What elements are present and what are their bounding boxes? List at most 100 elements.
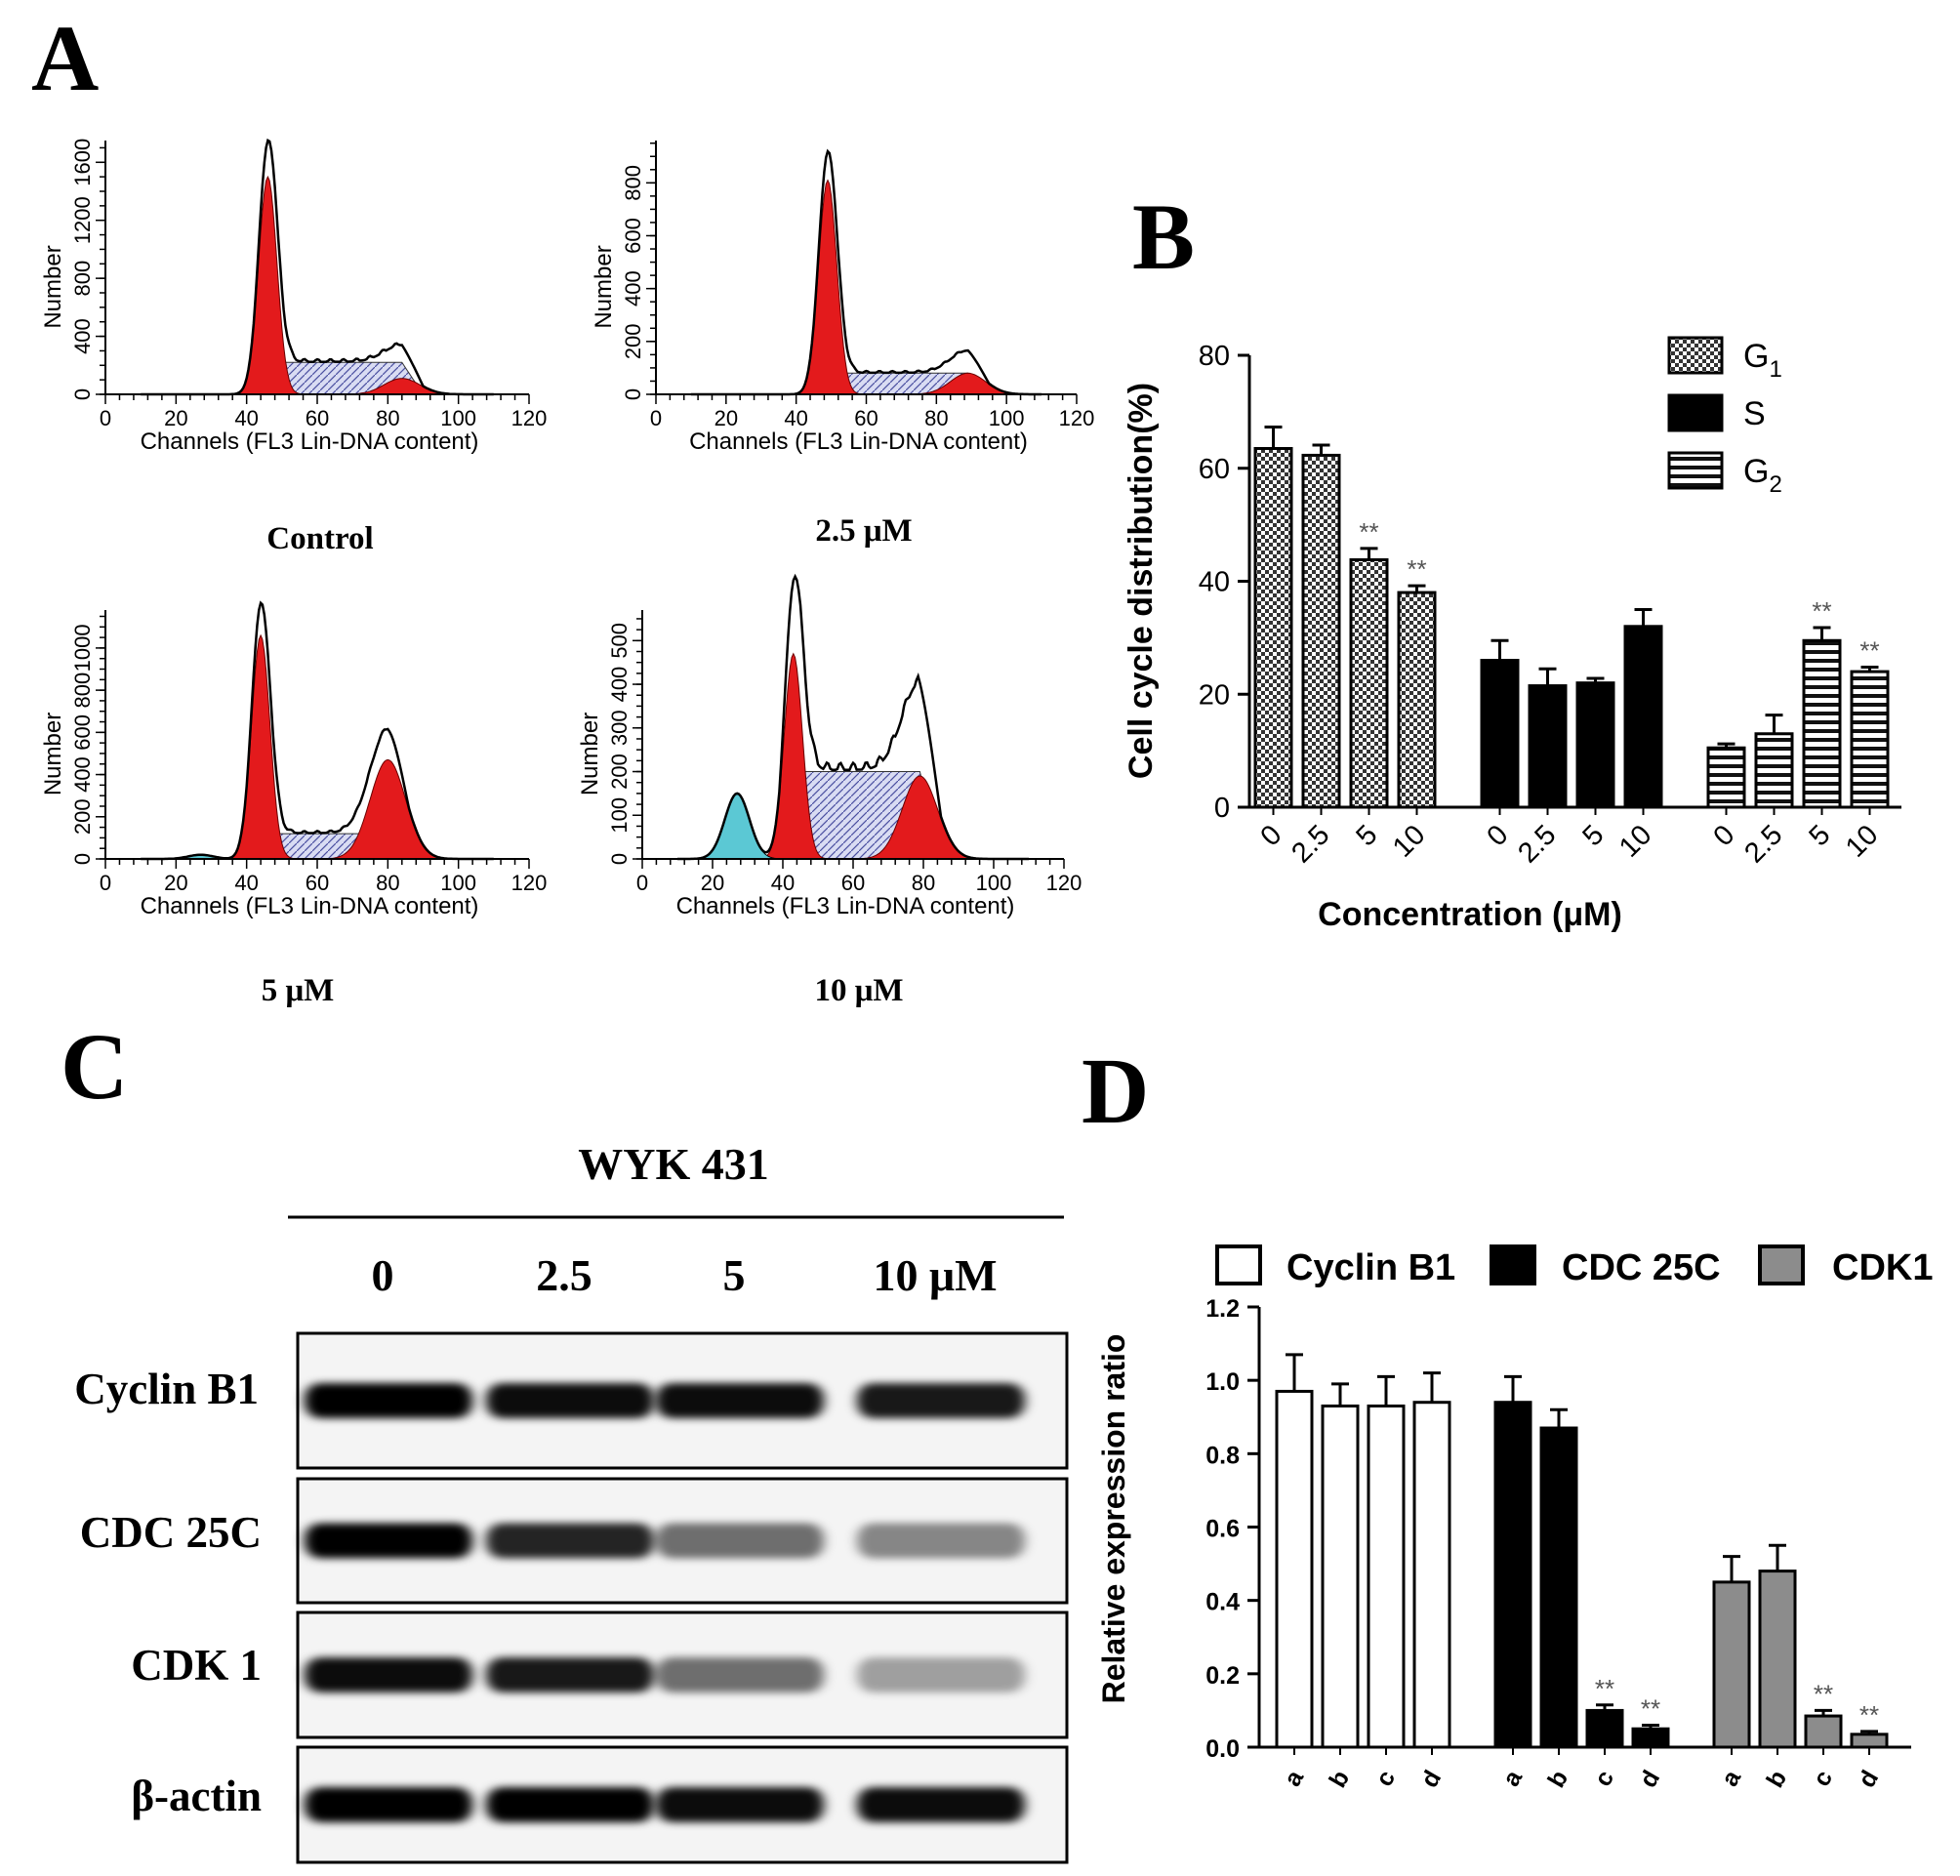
- chart-bar: [1528, 684, 1568, 809]
- chart-bar: [1493, 1401, 1532, 1749]
- chart-x-tick-label: a: [1716, 1765, 1747, 1791]
- chart-x-tick-label: 5: [1803, 819, 1836, 852]
- chart-y-tick-label: 1.2: [1205, 1295, 1240, 1323]
- histogram-y-tick-label: 400: [70, 318, 95, 354]
- blot-lane-label: 10 μM: [874, 1250, 998, 1300]
- panel-letter-a: A: [31, 6, 99, 110]
- chart-significance-mark: **: [1407, 554, 1426, 584]
- chart-x-tick-label: 10: [1840, 819, 1884, 863]
- chart-bar: [1575, 681, 1615, 809]
- chart-b-x-label: Concentration (μM): [1318, 896, 1622, 933]
- blot-band: [305, 1523, 472, 1559]
- histogram-y-tick-label: 600: [70, 714, 95, 751]
- chart-x-tick-label: 10: [1387, 819, 1431, 863]
- histogram-x-tick-label: 100: [989, 406, 1025, 430]
- chart-bar: [1412, 1401, 1451, 1749]
- chart-y-tick-label: 1.0: [1205, 1368, 1240, 1396]
- chart-significance-mark: **: [1814, 1679, 1833, 1708]
- blot-lane-label: 5: [723, 1250, 746, 1300]
- chart-y-tick-label: 0.0: [1205, 1735, 1240, 1763]
- histogram-title-control: Control: [266, 521, 373, 556]
- histogram-total-curve: [141, 138, 494, 396]
- histogram-y-tick-label: 100: [607, 797, 632, 834]
- blot-band: [656, 1383, 824, 1418]
- legend-g1-swatch: [1667, 336, 1724, 375]
- chart-y-tick-label: 0: [1214, 793, 1230, 824]
- histogram-y-tick-label: 800: [70, 261, 95, 297]
- blot-band: [486, 1383, 654, 1418]
- histogram-10-um: 0 20 40 60 80 100 120 0 100 200 300 400 500 Channels …: [577, 573, 1082, 919]
- histogram-x-tick-label: 20: [701, 871, 724, 895]
- legend-g1-text: G: [1743, 338, 1769, 375]
- blot-band: [305, 1383, 472, 1418]
- histogram-x-tick-label: 60: [841, 871, 865, 895]
- histogram-y-tick-label: 500: [607, 623, 632, 659]
- legend-g2-label: G2: [1743, 453, 1782, 498]
- histogram-s-phase: [141, 361, 494, 395]
- expression-bar-chart: 0.00.20.40.60.81.01.2a b c d a b**c**d a b**c**…: [1205, 1295, 1911, 1792]
- legend-g2-text-subscript: 2: [1769, 471, 1781, 498]
- chart-x-tick-label: 0: [1481, 819, 1514, 852]
- chart-b-y-label: Cell cycle distribution(%): [1123, 383, 1160, 779]
- chart-bar: [1301, 453, 1341, 809]
- legend-cyclin-b1-label: Cyclin B1: [1286, 1247, 1455, 1288]
- chart-bar: [1758, 1570, 1797, 1749]
- blot-band: [305, 1787, 472, 1822]
- legend-cdc25c-label: CDC 25C: [1562, 1247, 1721, 1288]
- panel-letter-d: D: [1082, 1039, 1149, 1143]
- chart-d-legend: Cyclin B1 CDC 25C CDK1: [1215, 1244, 1933, 1288]
- blot-band: [305, 1657, 472, 1692]
- chart-x-tick-label: 2.5: [1512, 819, 1562, 869]
- histogram-y-tick-label: 400: [70, 756, 95, 793]
- histogram-y-tick-label: 0: [70, 388, 95, 400]
- chart-significance-mark: **: [1859, 1700, 1879, 1730]
- histogram-x-tick-label: 40: [234, 871, 258, 895]
- blot-band: [656, 1523, 824, 1559]
- histogram-x-tick-label: 60: [854, 406, 878, 430]
- blot-band: [486, 1787, 654, 1822]
- histogram-y-tick-label: 400: [607, 667, 632, 703]
- histogram-x-tick-label: 60: [306, 871, 329, 895]
- chart-bar: [1349, 558, 1389, 809]
- legend-g2-swatch: [1667, 451, 1724, 490]
- panel-letter-c: C: [61, 1014, 128, 1119]
- chart-x-tick-label: c: [1808, 1766, 1838, 1791]
- histogram-y-label: Number: [577, 713, 603, 795]
- blot-band: [486, 1657, 654, 1692]
- blot-row-label: CDC 25C: [80, 1508, 262, 1557]
- chart-x-tick-label: d: [1634, 1766, 1665, 1792]
- histogram-total-curve: [677, 573, 1029, 861]
- histogram-total-curve: [141, 600, 494, 861]
- chart-significance-mark: **: [1359, 517, 1378, 547]
- histogram-y-tick-label: 200: [621, 323, 645, 359]
- histogram-y-tick-label: 300: [607, 710, 632, 746]
- histogram-x-tick-label: 20: [164, 871, 187, 895]
- histogram-x-label: Channels (FL3 Lin-DNA content): [676, 893, 1015, 919]
- histogram-y-tick-label: 200: [607, 754, 632, 790]
- chart-bar: [1539, 1426, 1578, 1749]
- legend-s-swatch: [1667, 393, 1724, 432]
- histogram-title-10-um: 10 μM: [814, 973, 903, 1008]
- histogram-y-tick-label: 1000: [70, 624, 95, 672]
- histogram-x-tick-label: 60: [306, 406, 329, 430]
- histogram-x-tick-label: 40: [784, 406, 807, 430]
- chart-y-tick-label: 20: [1199, 679, 1230, 711]
- histogram-x-tick-label: 120: [511, 406, 548, 430]
- chart-x-tick-label: b: [1542, 1766, 1573, 1792]
- histogram-x-tick-label: 80: [912, 871, 935, 895]
- blot-lane-label: 0: [372, 1250, 394, 1300]
- histogram-x-tick-label: 120: [1046, 871, 1082, 895]
- chart-y-tick-label: 80: [1199, 341, 1230, 372]
- histogram-x-tick-label: 20: [715, 406, 738, 430]
- histogram-x-tick-label: 80: [376, 406, 399, 430]
- chart-y-tick-label: 60: [1199, 454, 1230, 485]
- chart-bar: [1802, 638, 1842, 809]
- histogram-x-label: Channels (FL3 Lin-DNA content): [689, 428, 1028, 455]
- histogram-y-label: Number: [591, 245, 617, 328]
- chart-x-tick-label: d: [1415, 1766, 1447, 1792]
- histogram-x-label: Channels (FL3 Lin-DNA content): [141, 428, 479, 455]
- western-blot: 0 2.5 5 10 μM Cyclin B1 CDC 25C CDK 1 β-actin: [74, 1250, 1069, 1864]
- histogram-x-tick-label: 120: [511, 871, 548, 895]
- histogram-x-tick-label: 0: [100, 406, 111, 430]
- chart-y-tick-label: 0.2: [1205, 1662, 1240, 1690]
